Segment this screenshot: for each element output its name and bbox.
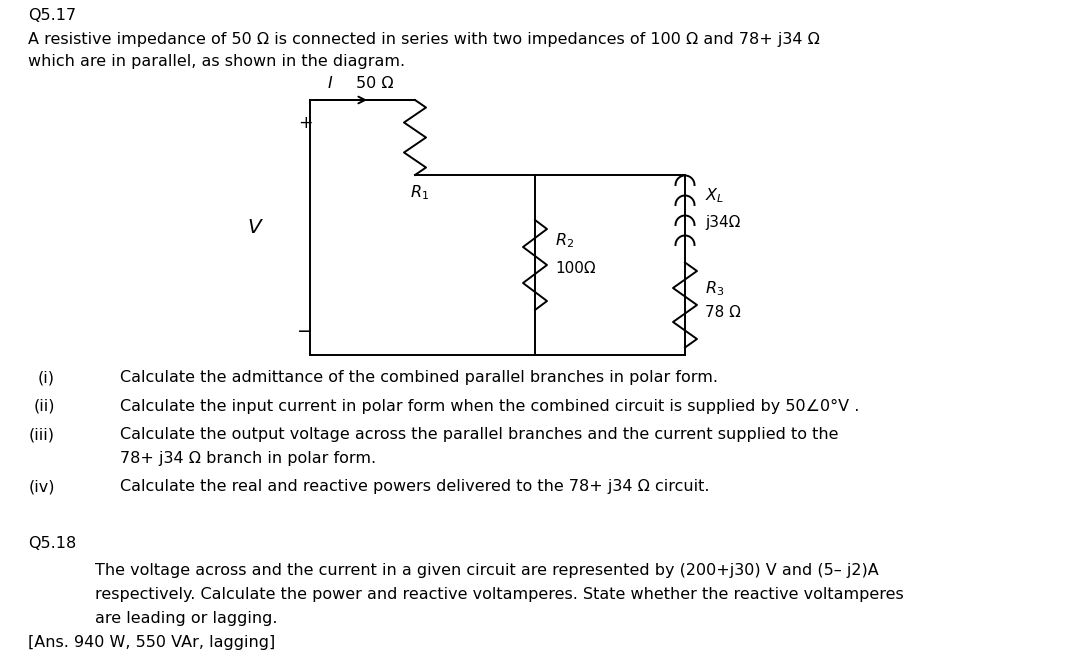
Text: $R_2$: $R_2$ (555, 231, 575, 250)
Text: 78+ j34 Ω branch in polar form.: 78+ j34 Ω branch in polar form. (120, 451, 376, 466)
Text: (iii): (iii) (29, 427, 55, 442)
Text: +: + (298, 114, 312, 132)
Text: Calculate the output voltage across the parallel branches and the current suppli: Calculate the output voltage across the … (120, 427, 838, 442)
Text: j34Ω: j34Ω (705, 215, 741, 230)
Text: $I$: $I$ (327, 75, 333, 92)
Text: Q5.17: Q5.17 (28, 8, 76, 23)
Text: are leading or lagging.: are leading or lagging. (95, 611, 278, 626)
Text: [Ans. 940 W, 550 VAr, lagging]: [Ans. 940 W, 550 VAr, lagging] (28, 635, 275, 650)
Text: Calculate the admittance of the combined parallel branches in polar form.: Calculate the admittance of the combined… (120, 370, 718, 385)
Text: −: − (297, 322, 313, 341)
Text: Q5.18: Q5.18 (28, 536, 77, 551)
Text: respectively. Calculate the power and reactive voltamperes. State whether the re: respectively. Calculate the power and re… (95, 587, 904, 602)
Text: $R_3$: $R_3$ (705, 279, 725, 297)
Text: $V$: $V$ (246, 218, 264, 237)
Text: (ii): (ii) (33, 399, 55, 413)
Text: Calculate the real and reactive powers delivered to the 78+ j34 Ω circuit.: Calculate the real and reactive powers d… (120, 480, 710, 494)
Text: Calculate the input current in polar form when the combined circuit is supplied : Calculate the input current in polar for… (120, 399, 860, 413)
Text: $R_1$: $R_1$ (410, 183, 430, 202)
Text: $X_L$: $X_L$ (705, 186, 725, 205)
Text: 100Ω: 100Ω (555, 261, 596, 276)
Text: A resistive impedance of 50 Ω is connected in series with two impedances of 100 : A resistive impedance of 50 Ω is connect… (28, 32, 820, 47)
Text: 50 Ω: 50 Ω (356, 76, 394, 91)
Text: (i): (i) (38, 370, 55, 385)
Text: The voltage across and the current in a given circuit are represented by (200+j3: The voltage across and the current in a … (95, 563, 879, 578)
Text: (iv): (iv) (28, 480, 55, 494)
Text: 78 Ω: 78 Ω (705, 305, 741, 320)
Text: which are in parallel, as shown in the diagram.: which are in parallel, as shown in the d… (28, 54, 405, 69)
